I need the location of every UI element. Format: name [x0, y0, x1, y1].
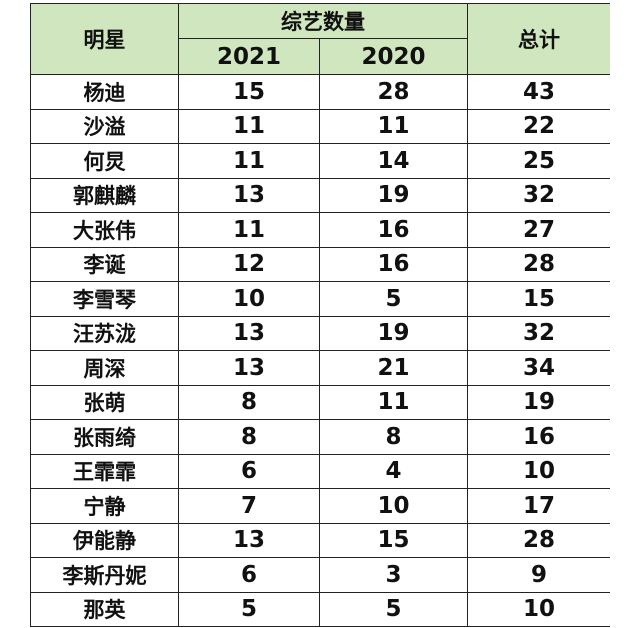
- cell-name: 何炅: [30, 143, 179, 179]
- table-row: 李斯丹妮 6 3 9: [30, 557, 610, 593]
- cell-2020: 4: [319, 453, 468, 489]
- cell-2020: 3: [319, 557, 468, 593]
- table-row: 王霏霏 6 4 10: [30, 453, 610, 489]
- cell-total: 19: [467, 384, 610, 420]
- cell-name: 李斯丹妮: [30, 557, 179, 593]
- table-row: 李诞 12 16 28: [30, 246, 610, 282]
- cell-2020: 5: [319, 281, 468, 317]
- cell-total: 28: [467, 246, 610, 282]
- cell-2021: 12: [178, 246, 320, 282]
- table-row: 郭麒麟 13 19 32: [30, 177, 610, 213]
- cell-2021: 13: [178, 315, 320, 351]
- table-row: 大张伟 11 16 27: [30, 212, 610, 248]
- cell-total: 10: [467, 453, 610, 489]
- cell-2021: 11: [178, 143, 320, 179]
- cell-name: 李雪琴: [30, 281, 179, 317]
- cell-2021: 8: [178, 419, 320, 455]
- cell-2020: 16: [319, 246, 468, 282]
- cell-2021: 8: [178, 384, 320, 420]
- variety-show-table: 明星 综艺数量 总计 2021 2020 杨迪 15 28 43 沙溢 11 11 22 何炅 1…: [30, 3, 610, 627]
- cell-total: 27: [467, 212, 610, 248]
- cell-2021: 5: [178, 591, 320, 627]
- cell-2021: 13: [178, 522, 320, 558]
- header-name: 明星: [30, 3, 179, 75]
- table-row: 伊能静 13 15 28: [30, 522, 610, 558]
- cell-name: 大张伟: [30, 212, 179, 248]
- cell-2021: 6: [178, 557, 320, 593]
- table-row: 汪苏泷 13 19 32: [30, 315, 610, 351]
- cell-total: 17: [467, 488, 610, 524]
- cell-total: 32: [467, 315, 610, 351]
- cell-total: 32: [467, 177, 610, 213]
- cell-2021: 11: [178, 212, 320, 248]
- cell-total: 25: [467, 143, 610, 179]
- cell-2020: 10: [319, 488, 468, 524]
- header-row-top: 明星 综艺数量 总计: [30, 3, 610, 75]
- cell-2020: 21: [319, 350, 468, 386]
- header-year-2020: 2020: [319, 38, 468, 75]
- cell-2020: 15: [319, 522, 468, 558]
- table-row: 那英 5 5 10: [30, 591, 610, 627]
- table-row: 张萌 8 11 19: [30, 384, 610, 420]
- cell-name: 郭麒麟: [30, 177, 179, 213]
- cell-total: 10: [467, 591, 610, 627]
- cell-2021: 13: [178, 350, 320, 386]
- cell-2020: 28: [319, 74, 468, 110]
- cell-name: 王霏霏: [30, 453, 179, 489]
- cell-total: 9: [467, 557, 610, 593]
- cell-2021: 15: [178, 74, 320, 110]
- cell-name: 周深: [30, 350, 179, 386]
- cell-total: 34: [467, 350, 610, 386]
- cell-total: 22: [467, 108, 610, 144]
- table-row: 何炅 11 14 25: [30, 143, 610, 179]
- header-group: 综艺数量: [178, 3, 468, 39]
- cell-total: 16: [467, 419, 610, 455]
- table-row: 杨迪 15 28 43: [30, 74, 610, 110]
- cell-2021: 7: [178, 488, 320, 524]
- cell-name: 张萌: [30, 384, 179, 420]
- cell-2020: 19: [319, 177, 468, 213]
- header-year-2021: 2021: [178, 38, 320, 75]
- table-container: 明星 综艺数量 总计 2021 2020 杨迪 15 28 43 沙溢 11 11 22 何炅 1…: [30, 3, 610, 628]
- cell-total: 28: [467, 522, 610, 558]
- cell-2021: 6: [178, 453, 320, 489]
- cell-name: 汪苏泷: [30, 315, 179, 351]
- table-header: 明星 综艺数量 总计 2021 2020: [30, 3, 611, 75]
- cell-total: 43: [467, 74, 610, 110]
- cell-2020: 14: [319, 143, 468, 179]
- cell-name: 宁静: [30, 488, 179, 524]
- table-row: 周深 13 21 34: [30, 350, 610, 386]
- cell-2021: 10: [178, 281, 320, 317]
- table-row: 张雨绮 8 8 16: [30, 419, 610, 455]
- cell-2021: 13: [178, 177, 320, 213]
- cell-2020: 11: [319, 108, 468, 144]
- table-row: 李雪琴 10 5 15: [30, 281, 610, 317]
- cell-name: 杨迪: [30, 74, 179, 110]
- cell-total: 15: [467, 281, 610, 317]
- cell-2020: 8: [319, 419, 468, 455]
- cell-name: 那英: [30, 591, 179, 627]
- table-body: 杨迪 15 28 43 沙溢 11 11 22 何炅 11 14 25 郭麒麟 13 19 32 大张伟 11 16…: [30, 74, 610, 627]
- cell-2020: 5: [319, 591, 468, 627]
- header-row-years: 2021 2020: [31, 38, 611, 75]
- table-row: 沙溢 11 11 22: [30, 108, 610, 144]
- table-row: 宁静 7 10 17: [30, 488, 610, 524]
- header-total: 总计: [467, 3, 610, 75]
- cell-2020: 16: [319, 212, 468, 248]
- cell-2020: 11: [319, 384, 468, 420]
- cell-name: 张雨绮: [30, 419, 179, 455]
- cell-name: 李诞: [30, 246, 179, 282]
- cell-2021: 11: [178, 108, 320, 144]
- cell-2020: 19: [319, 315, 468, 351]
- cell-name: 沙溢: [30, 108, 179, 144]
- cell-name: 伊能静: [30, 522, 179, 558]
